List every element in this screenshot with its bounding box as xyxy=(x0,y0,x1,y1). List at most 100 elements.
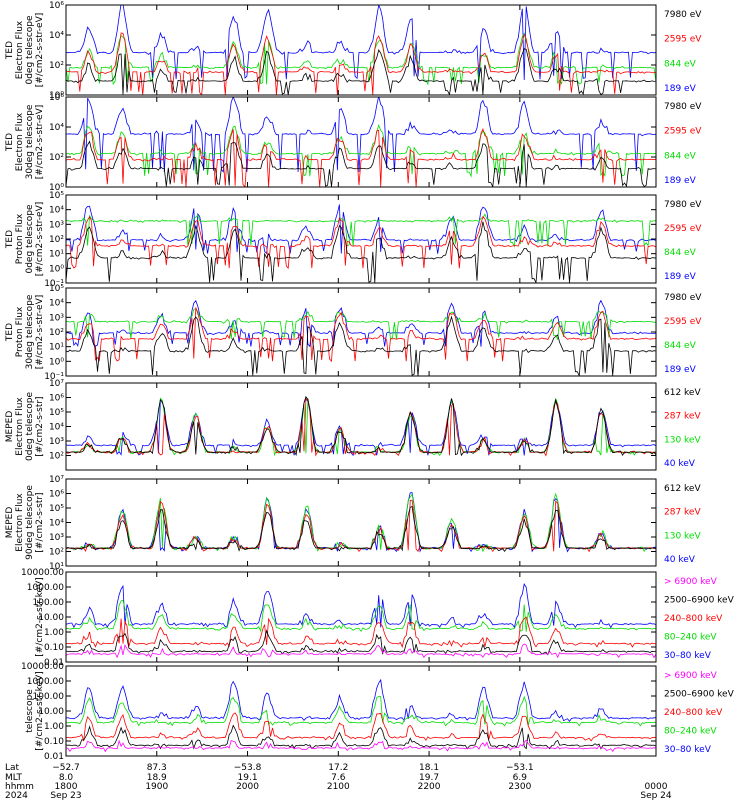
panel-5: 10² 10³ 10⁴ 10⁵ 10⁶ 10⁷ MEPED Electron Flux 0deg… xyxy=(5,379,701,471)
y-tick-label: 10⁰ xyxy=(49,91,64,101)
y-tick-label: 10.00 xyxy=(38,613,64,623)
series-trace-2500-6900-kev xyxy=(66,629,656,656)
series-trace-2595-ev xyxy=(66,307,656,363)
y-tick-label: 10² xyxy=(49,61,64,71)
legend-entry: 189 eV xyxy=(664,176,697,186)
y-tick-label: 10³ xyxy=(49,313,64,323)
y-tick-label: 0.01 xyxy=(44,752,64,762)
legend-entry: 189 eV xyxy=(664,365,697,375)
y-tick-label: 1000.00 xyxy=(27,583,64,593)
panel-7: 0.01 0.10 1.00 10.00 100.00 1000.00 10000.00[#… xyxy=(21,568,735,668)
y-axis-label: 90deg telescope xyxy=(25,485,35,560)
legend-entry: 30–80 keV xyxy=(664,651,712,661)
y-tick-label: 0.01 xyxy=(44,658,64,668)
legend-entry: 40 keV xyxy=(664,459,696,469)
series-trace-80-240-kev xyxy=(66,599,656,633)
time-tick-hhmm: 1800 xyxy=(55,782,78,792)
y-axis-label: TED xyxy=(5,41,15,60)
y-axis-label: [#/cm2-s-str-eV] xyxy=(35,105,45,180)
legend-entry: 844 eV xyxy=(664,59,697,69)
series-trace-130-kev xyxy=(66,492,656,553)
series-trace-844-ev xyxy=(66,213,656,248)
series-trace-844-ev xyxy=(66,32,656,86)
legend-entry: 2595 eV xyxy=(664,35,702,45)
y-tick-label: 100.00 xyxy=(33,598,65,608)
y-tick-label: 10⁰ xyxy=(49,183,64,193)
series-trace-287-kev xyxy=(66,398,656,457)
legend-entry: 7980 eV xyxy=(664,102,702,112)
time-row-label: hhmm xyxy=(5,782,34,792)
legend-entry: 189 eV xyxy=(664,84,697,94)
legend-entry: 2595 eV xyxy=(664,317,702,327)
y-tick-label: 10⁶ xyxy=(49,93,64,103)
y-tick-label: 10.00 xyxy=(38,707,64,717)
series-trace-844-ev xyxy=(66,123,656,178)
series-trace-7980-ev xyxy=(66,140,656,187)
series-trace-80-240-kev xyxy=(66,695,656,727)
panel-2: 10⁰ 10² 10⁴ 10⁶ TED Electron Flux 30deg telesc… xyxy=(5,93,702,193)
y-tick-label: 10⁷ xyxy=(49,475,64,485)
legend-entry: 130 keV xyxy=(664,435,701,445)
y-axis-label: 30deg telescope xyxy=(25,104,35,179)
y-tick-label: 10³ xyxy=(49,220,64,230)
y-axis-label: 0deg telescope xyxy=(25,392,35,462)
time-tick-mlt: 6.9 xyxy=(513,773,528,783)
series-trace-287-kev xyxy=(66,499,656,553)
panel-8: 0.01 0.10 1.00 10.00 100.00 1000.00 10000.00 te… xyxy=(21,662,735,762)
panel-frame xyxy=(65,665,657,757)
legend-entry: 130 keV xyxy=(664,531,701,541)
y-tick-label: 10⁵ xyxy=(49,191,64,201)
y-tick-label: 1.00 xyxy=(44,628,64,638)
legend-entry: 612 keV xyxy=(664,388,701,398)
series-trace-189-ev xyxy=(66,5,656,81)
series-trace-7980-ev xyxy=(66,221,656,283)
y-axis-label: Electron Flux xyxy=(15,493,25,552)
panel-1: 10⁰ 10² 10⁴ 10⁶ TED Electron Flux 0deg telesco… xyxy=(5,1,702,101)
y-tick-label: 10¹ xyxy=(49,562,64,572)
y-tick-label: 10³ xyxy=(49,533,64,543)
y-axis-label: 0deg telescope xyxy=(25,204,35,274)
y-axis-label: TED xyxy=(5,230,15,249)
y-tick-label: 1.00 xyxy=(44,722,64,732)
series-trace-2595-ev xyxy=(66,127,656,187)
y-tick-label: 10² xyxy=(49,328,64,338)
series-trace-2595-ev xyxy=(66,32,656,95)
time-tick-mlt: 7.6 xyxy=(331,773,346,783)
legend-entry: 612 keV xyxy=(664,484,701,494)
series-trace-189-ev xyxy=(66,299,656,348)
panel-frame xyxy=(65,4,657,96)
y-axis-label: [#/cm2-s-str-eV] xyxy=(35,13,45,88)
legend-entry: 80–240 keV xyxy=(664,633,717,643)
time-tick-hhmm: 2200 xyxy=(418,782,441,792)
series-trace-30-80-kev xyxy=(66,583,656,629)
y-tick-label: 10¹ xyxy=(49,343,64,353)
legend-entry: 287 keV xyxy=(664,508,701,518)
series-trace--6900-kev xyxy=(66,643,656,659)
y-tick-label: 10⁷ xyxy=(49,379,64,389)
y-tick-label: 10000.00 xyxy=(21,568,64,578)
y-axis-label: [#/cm2-s-str] xyxy=(35,492,45,552)
legend-entry: 287 keV xyxy=(664,412,701,422)
panel-frame xyxy=(65,96,657,188)
series-trace-2500-6900-kev xyxy=(66,724,656,750)
y-axis-label: MEPED xyxy=(5,507,15,539)
panel-frame xyxy=(65,382,657,471)
y-axis-label: Proton Flux xyxy=(15,306,25,357)
time-tick-lat: 18.1 xyxy=(419,763,439,773)
legend-entry: 7980 eV xyxy=(664,293,702,303)
panel-3: 10⁻¹ 10⁰ 10¹ 10² 10³ 10⁴ 10⁵ TED Proton Flux 0deg… xyxy=(5,191,702,289)
time-tick-date: Sep 23 xyxy=(50,791,81,800)
time-tick-mlt: 8.0 xyxy=(59,773,74,783)
series-trace-30-80-kev xyxy=(66,678,656,722)
y-axis-label: Electron Flux xyxy=(15,20,25,79)
panel-frame xyxy=(65,478,657,567)
legend-entry: 2595 eV xyxy=(664,224,702,234)
y-tick-label: 0.10 xyxy=(44,643,64,653)
time-tick-lat: −53.1 xyxy=(506,763,534,773)
legend-entry: 240–800 keV xyxy=(664,614,723,624)
y-tick-label: 10⁴ xyxy=(49,206,64,216)
y-axis-label: Proton Flux xyxy=(15,213,25,264)
legend-entry: 844 eV xyxy=(664,248,697,258)
time-row-label: MLT xyxy=(5,773,23,783)
legend-entry: 30–80 keV xyxy=(664,745,712,755)
